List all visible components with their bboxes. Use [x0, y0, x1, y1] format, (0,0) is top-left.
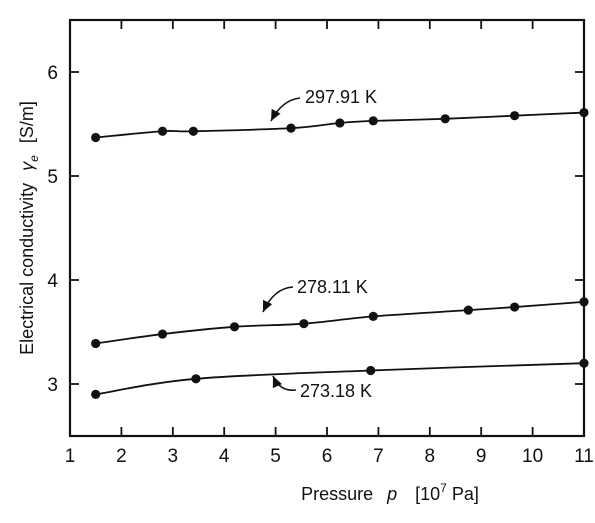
- data-point: [335, 118, 345, 128]
- arrow-icon: [272, 376, 282, 389]
- data-point: [191, 374, 201, 384]
- x-tick-label: 6: [322, 446, 333, 467]
- data-point: [157, 329, 168, 339]
- data-point: [286, 123, 296, 133]
- data-point: [510, 111, 520, 121]
- data-point: [157, 126, 168, 136]
- data-point: [91, 338, 101, 349]
- x-axis-ticks: 1 2 3 4 5 6 7 8 9 10 11: [65, 20, 594, 467]
- data-point: [463, 305, 473, 315]
- data-point: [91, 389, 101, 399]
- x-tick-label: 9: [476, 446, 487, 467]
- x-tick-label: 3: [168, 446, 179, 467]
- data-point: [299, 319, 309, 329]
- series-label: 297.91 K: [305, 87, 377, 107]
- y-tick-label: 4: [47, 271, 58, 292]
- callout-arrow-line: [262, 286, 294, 313]
- plot-frame: [68, 18, 586, 438]
- arrow-icon: [271, 108, 281, 121]
- data-point: [368, 311, 378, 321]
- y-tick-label: 3: [47, 375, 58, 396]
- x-tick-label: 5: [270, 446, 281, 467]
- data-point: [579, 297, 589, 307]
- data-point: [579, 107, 589, 118]
- series-label: 273.18 K: [300, 381, 372, 401]
- x-tick-label: 2: [116, 446, 127, 467]
- data-point: [510, 302, 520, 312]
- series-line-2: [95, 362, 585, 396]
- x-tick-label: 1: [65, 446, 76, 467]
- x-tick-label: 7: [373, 446, 384, 467]
- data-point: [366, 365, 376, 376]
- series-label: 278.11 K: [297, 277, 368, 297]
- x-tick-label: 8: [425, 446, 436, 467]
- data-point: [229, 322, 240, 332]
- x-axis-title: Pressure p [107 Pa]: [301, 481, 479, 504]
- series-line-1: [95, 300, 585, 345]
- arrow-icon: [263, 299, 273, 312]
- data-point: [440, 114, 450, 124]
- series-callouts: 297.91 K 278.11 K 273.18 K: [262, 87, 377, 401]
- y-tick-label: 5: [47, 167, 58, 188]
- x-tick-label: 4: [219, 446, 230, 467]
- y-tick-label: 6: [47, 63, 58, 84]
- series-layer: [91, 107, 589, 399]
- x-tick-label: 11: [574, 446, 594, 467]
- y-axis-ticks: 3 4 5 6: [47, 63, 584, 396]
- x-tick-label: 10: [522, 446, 543, 467]
- data-point: [188, 126, 198, 136]
- data-point: [579, 358, 589, 368]
- data-point: [368, 116, 378, 126]
- y-axis-title: Electrical conductivityγe[S/m]: [17, 101, 41, 355]
- data-point: [91, 132, 101, 143]
